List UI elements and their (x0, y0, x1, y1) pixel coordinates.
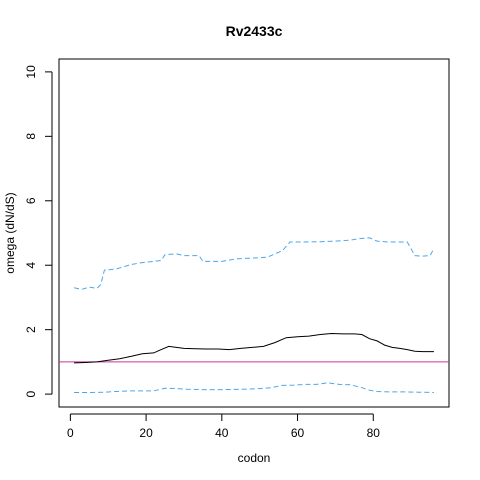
lower-bound-dashed-line (74, 382, 434, 393)
x-tick-label-0: 0 (67, 426, 74, 440)
series-layer (59, 237, 449, 393)
x-tick-label-80: 80 (367, 426, 381, 440)
y-tick-label-10: 10 (24, 65, 38, 79)
y-tick-label-2: 2 (24, 326, 38, 333)
axes: 0 20 40 60 80 0 2 4 6 8 10 (24, 65, 380, 440)
y-tick-label-0: 0 (24, 390, 38, 397)
y-tick-label-8: 8 (24, 133, 38, 140)
x-tick-label-20: 20 (139, 426, 153, 440)
y-axis-title: omega (dN/dS) (3, 192, 17, 273)
chart-title: Rv2433c (226, 23, 283, 39)
x-tick-label-60: 60 (291, 426, 305, 440)
y-tick-label-6: 6 (24, 197, 38, 204)
x-axis-title: codon (238, 451, 271, 465)
omega-mean-line (74, 332, 434, 364)
plot-frame (58, 58, 450, 408)
upper-bound-dashed-line (73, 237, 435, 290)
x-tick-label-40: 40 (215, 426, 229, 440)
y-tick-label-4: 4 (24, 262, 38, 269)
